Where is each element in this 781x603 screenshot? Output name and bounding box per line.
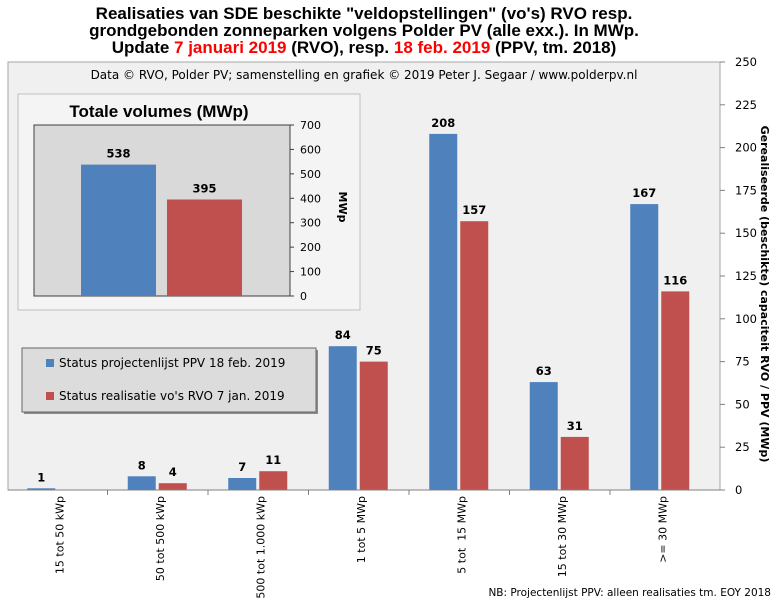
title-date-ppv: 18 feb. 2019 bbox=[394, 38, 490, 57]
chart-title: Realisaties van SDE beschikte "veldopste… bbox=[89, 4, 639, 57]
value-label-rvo: 11 bbox=[265, 453, 281, 467]
value-label-ppv: 63 bbox=[536, 364, 552, 378]
category-label: 1 tot 5 MWp bbox=[355, 496, 368, 563]
value-label-rvo: 157 bbox=[462, 203, 486, 217]
inset-y-axis-tick-labels: 0 100 200 300 400 500 600 700 bbox=[300, 119, 321, 303]
value-label-ppv: 167 bbox=[632, 186, 656, 200]
title-line-3-text: (RVO), resp. bbox=[287, 38, 394, 57]
bar-ppv bbox=[127, 476, 156, 490]
category-labels: 15 tot 50 kWp 50 tot 500 kWp 500 tot 1.000… bbox=[53, 496, 669, 599]
category-label: 15 tot 50 kWp bbox=[53, 496, 66, 574]
inset-y-tick-label: 400 bbox=[300, 192, 321, 205]
y-tick-label: 25 bbox=[735, 440, 750, 454]
inset-y-tick-label: 100 bbox=[300, 266, 321, 279]
bar-rvo bbox=[359, 361, 388, 490]
inset-title: Totale volumes (MWp) bbox=[69, 102, 248, 121]
y-tick-label: 175 bbox=[735, 183, 757, 197]
title-date-rvo: 7 januari 2019 bbox=[174, 38, 286, 57]
value-label-ppv: 208 bbox=[431, 116, 455, 130]
y-tick-label: 200 bbox=[735, 141, 757, 155]
inset-y-axis-title: MWp bbox=[336, 192, 349, 223]
footnote: NB: Projectenlijst PPV: alleen realisati… bbox=[488, 587, 771, 599]
data-credit: Data © RVO, Polder PV; samenstelling en … bbox=[91, 68, 638, 82]
inset-value-labels: 538 395 bbox=[106, 147, 216, 196]
value-label-ppv: 1 bbox=[37, 470, 45, 484]
bar-ppv bbox=[429, 133, 458, 490]
bar-rvo bbox=[460, 221, 489, 490]
bar-rvo bbox=[560, 436, 589, 490]
inset-bars bbox=[81, 164, 242, 296]
bar-rvo bbox=[259, 471, 288, 490]
y-tick-label: 100 bbox=[735, 312, 757, 326]
value-label-ppv: 84 bbox=[335, 328, 351, 342]
y-tick-label: 75 bbox=[735, 355, 750, 369]
legend-swatch-ppv bbox=[46, 359, 54, 367]
legend-label-ppv: Status projectenlijst PPV 18 feb. 2019 bbox=[59, 356, 285, 370]
inset-bar-ppv bbox=[81, 164, 156, 296]
bar-ppv bbox=[228, 478, 257, 490]
y-axis-ticks bbox=[720, 61, 725, 491]
title-line-3-text: (PPV, tm. 2018) bbox=[490, 38, 616, 57]
title-line-1: Realisaties van SDE beschikte "veldopste… bbox=[96, 4, 633, 23]
inset-y-tick-label: 600 bbox=[300, 143, 321, 156]
value-label-ppv: 8 bbox=[138, 458, 146, 472]
y-tick-label: 150 bbox=[735, 226, 757, 240]
bar-ppv bbox=[328, 346, 357, 490]
value-label-rvo: 31 bbox=[567, 419, 583, 433]
y-tick-label: 250 bbox=[735, 55, 757, 69]
bar-ppv bbox=[529, 382, 558, 490]
legend-box bbox=[21, 347, 317, 413]
inset-bar-rvo bbox=[167, 199, 242, 296]
bar-rvo bbox=[661, 291, 690, 490]
y-tick-label: 225 bbox=[735, 98, 757, 112]
value-label-rvo: 116 bbox=[663, 273, 687, 287]
category-label: 50 tot 500 kWp bbox=[154, 496, 167, 581]
inset-y-tick-label: 0 bbox=[300, 290, 307, 303]
bar-rvo bbox=[158, 483, 187, 490]
main-bars bbox=[27, 133, 690, 490]
y-tick-label: 50 bbox=[735, 397, 750, 411]
value-label-rvo: 4 bbox=[169, 465, 177, 479]
inset-plot-area bbox=[33, 124, 291, 297]
inset-y-tick-label: 500 bbox=[300, 168, 321, 181]
bar-ppv bbox=[630, 204, 659, 490]
value-label-ppv: 7 bbox=[238, 460, 246, 474]
value-label-rvo: 75 bbox=[366, 344, 382, 358]
legend: Status projectenlijst PPV 18 feb. 2019 S… bbox=[21, 347, 318, 414]
y-axis-title: Gerealiseerde (beschikte) capaciteit RVO… bbox=[758, 126, 771, 463]
category-label: 500 tot 1.000 kWp bbox=[254, 496, 267, 599]
y-tick-label: 0 bbox=[735, 483, 742, 497]
category-label: 15 tot 30 MWp bbox=[556, 496, 569, 577]
inset-value-label-ppv: 538 bbox=[106, 147, 130, 161]
inset-value-label-rvo: 395 bbox=[192, 182, 216, 196]
inset-y-axis-ticks bbox=[290, 124, 294, 297]
title-line-3: Update 7 januari 2019 (RVO), resp. 18 fe… bbox=[112, 38, 617, 57]
category-label: 5 tot 15 MWp bbox=[455, 496, 468, 574]
inset-y-tick-label: 200 bbox=[300, 241, 321, 254]
inset-chart: Totale volumes (MWp) 538 395 0 100 200 300 40… bbox=[17, 93, 361, 311]
legend-swatch-rvo bbox=[46, 392, 54, 400]
bar-ppv bbox=[27, 488, 56, 490]
x-axis-ticks bbox=[107, 490, 611, 495]
y-tick-label: 125 bbox=[735, 269, 757, 283]
y-axis-tick-labels: 0 25 50 75 100 125 150 175 200 225 250 bbox=[735, 55, 757, 497]
category-label: >= 30 MWp bbox=[656, 496, 669, 563]
title-line-2: grondgebonden zonneparken volgens Polder… bbox=[89, 21, 639, 40]
inset-y-tick-label: 700 bbox=[300, 119, 321, 132]
legend-label-rvo: Status realisatie vo's RVO 7 jan. 2019 bbox=[59, 389, 285, 403]
inset-y-tick-label: 300 bbox=[300, 217, 321, 230]
title-line-3-text: Update bbox=[112, 38, 174, 57]
